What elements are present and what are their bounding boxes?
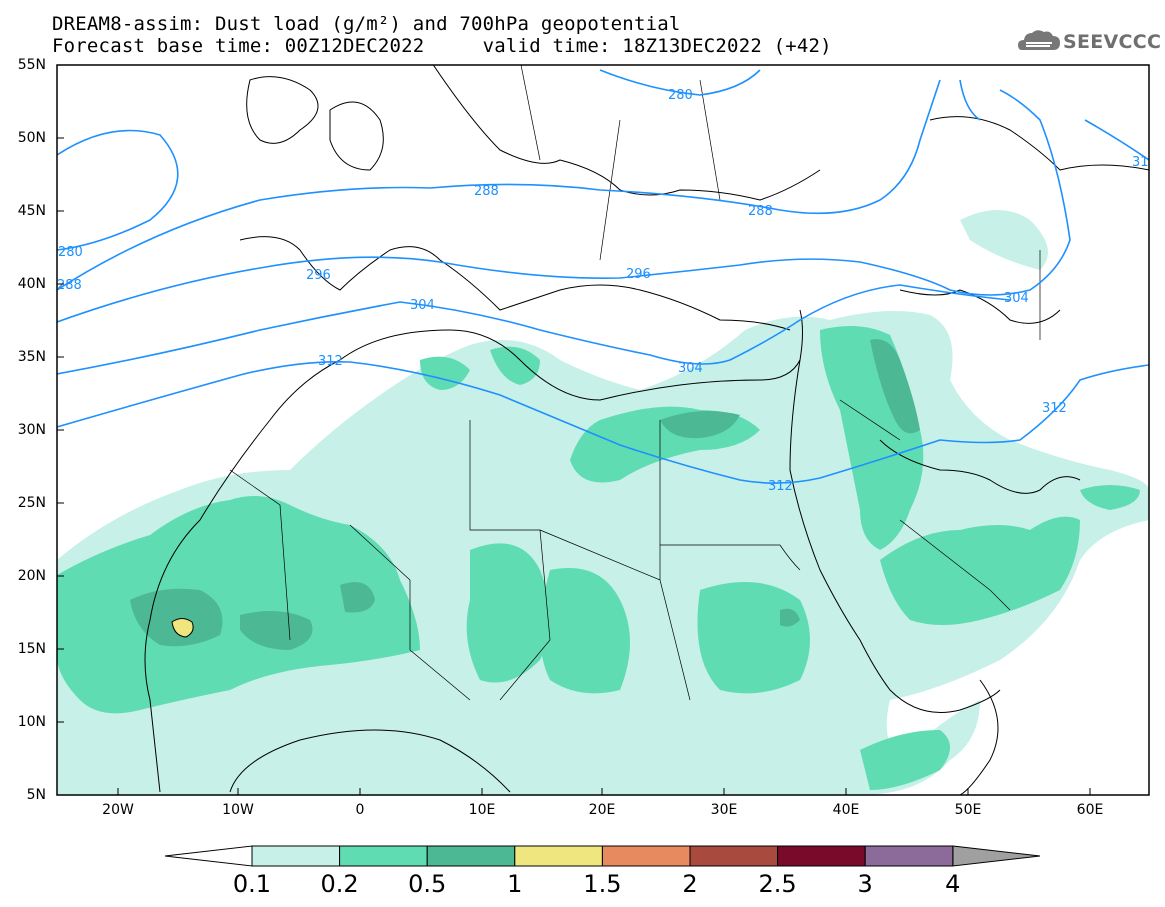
contour-label: 304 xyxy=(1004,291,1029,306)
colorbar-label: 1.5 xyxy=(583,870,622,898)
longitude-label: 50E xyxy=(954,802,982,818)
contour-label: 304 xyxy=(678,361,703,376)
latitude-label: 25N xyxy=(17,495,46,511)
longitude-label: 30E xyxy=(710,802,738,818)
contour-label: 280 xyxy=(58,245,83,260)
colorbar-label: 0.5 xyxy=(408,870,447,898)
colorbar-label: 3 xyxy=(857,870,873,898)
dust-shading-max xyxy=(171,618,194,638)
longitude-label: 40E xyxy=(832,802,860,818)
colorbar-label: 2.5 xyxy=(758,870,797,898)
map-title: DREAM8-assim: Dust load (g/m²) and 700hP… xyxy=(52,13,681,35)
colorbar-label: 0.2 xyxy=(320,870,359,898)
colorbar-label: 0.1 xyxy=(232,870,272,898)
contour-label: 280 xyxy=(668,88,693,103)
longitude-label: 60E xyxy=(1076,802,1104,818)
latitude-label: 45N xyxy=(17,203,46,219)
seevccc-cloud-logo-icon xyxy=(1018,30,1060,50)
latitude-label: 30N xyxy=(17,422,46,438)
contour-label: 288 xyxy=(57,278,82,293)
latitude-label: 55N xyxy=(17,57,46,73)
contour-label: 296 xyxy=(626,267,651,282)
geopotential-contours xyxy=(57,69,1149,484)
axis-ticks xyxy=(57,64,1091,796)
longitude-label: 10W xyxy=(222,802,254,818)
logo-text: SEEVCCC xyxy=(1063,31,1162,53)
dust-shading-high xyxy=(130,339,920,650)
contour-label: 296 xyxy=(306,268,331,283)
contour-label: 288 xyxy=(748,204,773,219)
colorbar-label: 1 xyxy=(507,870,523,898)
contour-labels: 280 280 288 288 288 296 296 304 304 304 … xyxy=(57,88,1149,494)
contour-label: 288 xyxy=(474,184,499,199)
coastlines xyxy=(144,65,1149,795)
latitude-label: 10N xyxy=(17,714,46,730)
latitude-label: 35N xyxy=(17,349,46,365)
contour-label: 31 xyxy=(1132,155,1149,170)
contour-label: 304 xyxy=(410,298,435,313)
contour-label: 312 xyxy=(768,479,793,494)
latitude-label: 20N xyxy=(17,568,46,584)
longitude-label: 10E xyxy=(468,802,496,818)
latitude-label: 15N xyxy=(17,641,46,657)
latitude-label: 50N xyxy=(17,130,46,146)
contour-label: 312 xyxy=(1042,401,1067,416)
contour-label: 312 xyxy=(318,354,343,369)
latitude-label: 40N xyxy=(17,276,46,292)
longitude-label: 20W xyxy=(102,802,134,818)
colorbar-label: 4 xyxy=(945,870,961,898)
colorbar-label: 2 xyxy=(682,870,698,898)
longitude-label: 20E xyxy=(588,802,616,818)
forecast-time-subtitle: Forecast base time: 00Z12DEC2022 valid t… xyxy=(52,35,832,57)
latitude-label: 5N xyxy=(26,787,46,803)
dust-shading-mid xyxy=(57,326,1140,790)
longitude-label: 0 xyxy=(355,802,365,818)
